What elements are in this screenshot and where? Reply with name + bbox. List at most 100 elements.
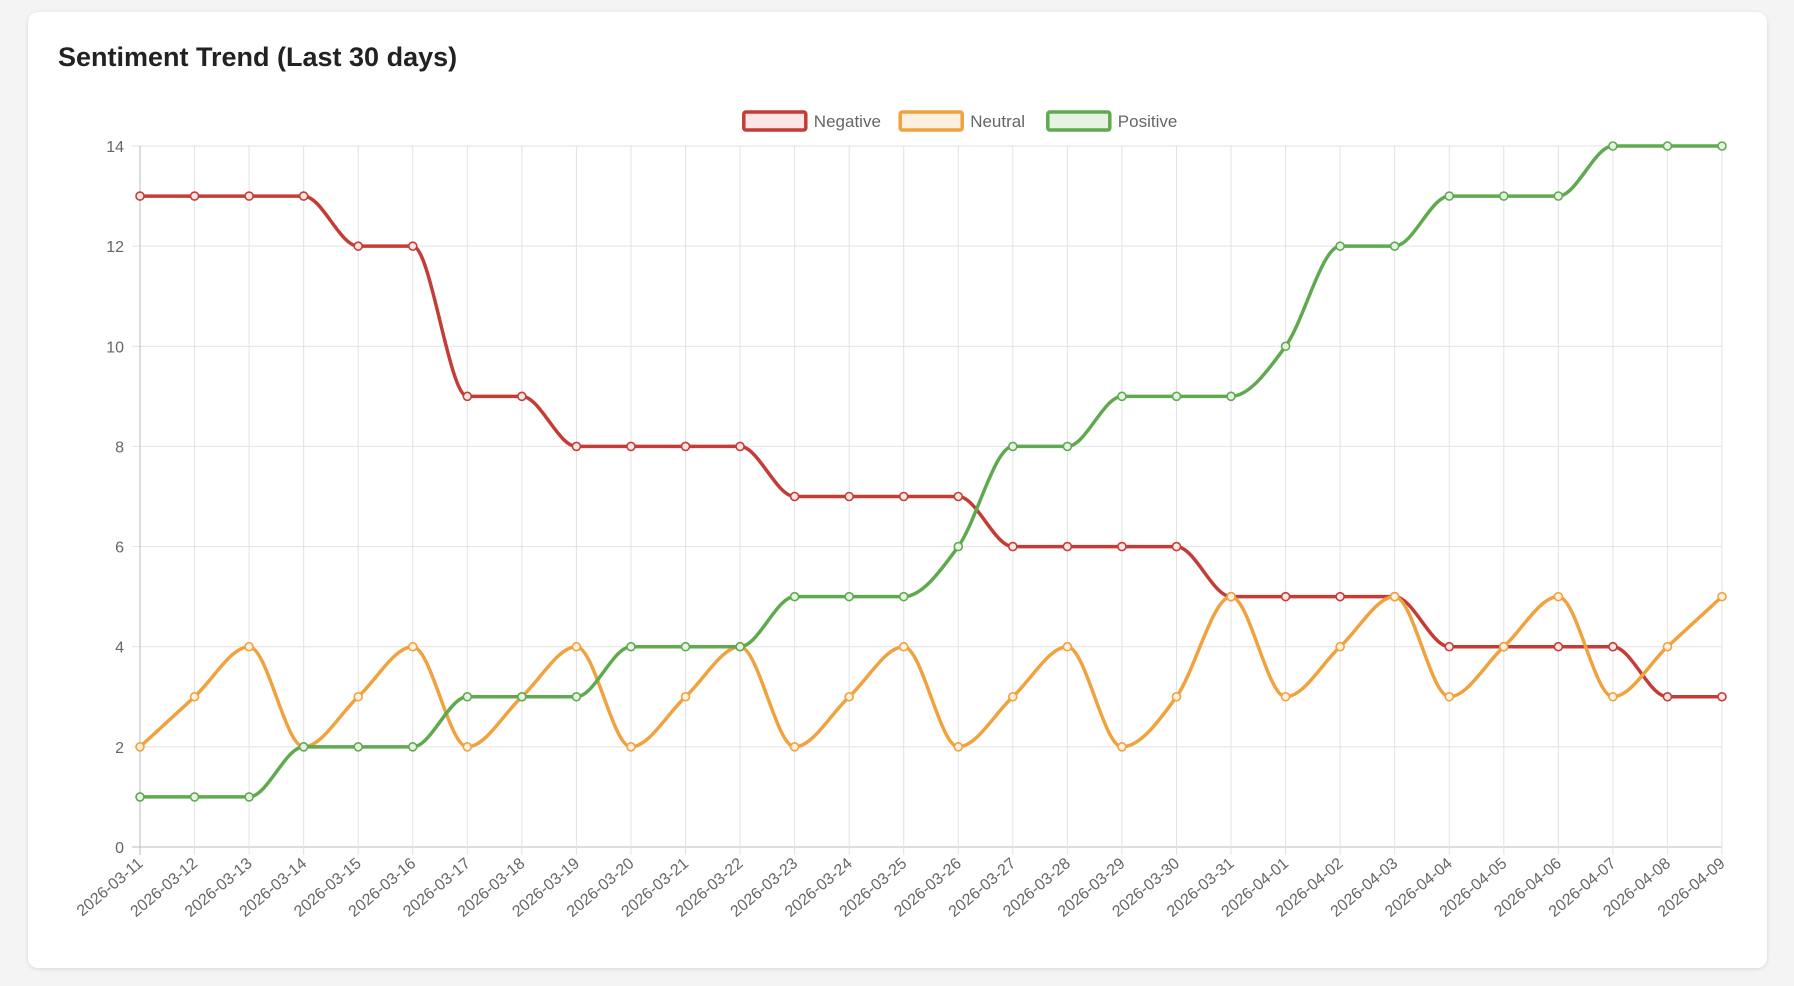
negative-point [789,491,800,502]
legend-item-negative[interactable]: Negative [742,110,881,132]
positive-point [1389,241,1400,251]
y-tick-label: 14 [106,139,124,156]
positive-point [189,792,200,802]
series-neutral [135,591,1727,752]
legend: Negative Neutral Positive [742,110,1178,132]
neutral-point [1389,591,1400,602]
positive-point [1717,141,1727,151]
y-tick-label: 0 [115,840,124,857]
negative-point [353,241,364,251]
positive-point [298,742,309,752]
neutral-point [789,742,800,752]
positive-point [953,541,964,552]
neutral-point [407,641,418,652]
positive-point [1335,241,1345,251]
positive-point [626,641,636,652]
positive-point [407,742,418,752]
chart-card: Sentiment Trend (Last 30 days) [28,12,1767,968]
neutral-point [680,691,691,702]
neutral-point [1608,691,1618,702]
negative-point [1717,691,1727,702]
neutral-point [1226,591,1236,602]
positive-point [1226,391,1236,402]
positive-legend-label: Positive [1118,112,1178,131]
positive-point [680,641,691,652]
neutral-point [189,691,200,702]
negative-point [1117,541,1127,552]
neutral-point [1444,691,1455,702]
negative-point [898,491,909,502]
positive-point [1608,141,1618,151]
negative-legend-swatch [742,110,808,132]
negative-point [244,191,254,201]
neutral-point [1498,641,1509,652]
negative-point [735,441,745,452]
y-tick-label: 6 [115,540,124,557]
negative-point [1280,591,1291,602]
negative-point [844,491,854,502]
legend-item-positive[interactable]: Positive [1046,110,1178,132]
negative-point [517,391,527,402]
negative-point [626,441,636,452]
positive-point [1662,141,1673,151]
negative-point [680,441,691,452]
positive-point [1280,341,1291,352]
neutral-point [1062,641,1073,652]
negative-point [1662,691,1673,702]
positive-point [844,591,854,602]
series [135,141,1727,802]
positive-point [1498,191,1509,201]
neutral-point [244,641,254,652]
neutral-point [1717,591,1727,602]
positive-point [1117,391,1127,402]
negative-point [1062,541,1073,552]
neutral-point [626,742,636,752]
negative-point [953,491,964,502]
y-tick-label: 8 [115,439,124,456]
negative-point [1335,591,1345,602]
positive-point [353,742,364,752]
negative-point [1008,541,1018,552]
positive-point [1008,441,1018,452]
neutral-legend-swatch [898,110,964,132]
negative-point [135,191,145,201]
y-tick-label: 10 [106,339,124,356]
negative-point [1171,541,1182,552]
neutral-point [953,742,964,752]
positive-point [571,691,582,702]
positive-point [1444,191,1455,201]
negative-point [407,241,418,251]
positive-point [135,792,145,802]
card-title: Sentiment Trend (Last 30 days) [58,42,458,72]
negative-legend-label: Negative [814,112,881,131]
axes: 024681012142026-03-112026-03-122026-03-1… [74,139,1729,921]
series-positive [135,141,1727,802]
neutral-point [1280,691,1291,702]
positive-point [1062,441,1073,452]
positive-point [789,591,800,602]
negative-point [1553,641,1564,652]
neutral-point [1553,591,1564,602]
positive-point [735,641,745,652]
negative-point [1608,641,1618,652]
positive-point [1171,391,1182,402]
negative-point [298,191,309,201]
neutral-point [1171,691,1182,702]
y-tick-label: 12 [106,239,124,256]
negative-point [462,391,473,402]
positive-point [462,691,473,702]
neutral-line [138,594,1724,749]
positive-point [244,792,254,802]
neutral-point [353,691,364,702]
positive-legend-swatch [1046,110,1112,132]
neutral-legend-label: Neutral [970,112,1025,131]
neutral-point [1117,742,1127,752]
neutral-point [1008,691,1018,702]
grid [132,145,1723,855]
neutral-point [844,691,854,702]
legend-item-neutral[interactable]: Neutral [898,110,1025,132]
y-tick-label: 2 [115,740,124,757]
neutral-point [1335,641,1345,652]
neutral-point [571,641,582,652]
neutral-point [135,742,145,752]
